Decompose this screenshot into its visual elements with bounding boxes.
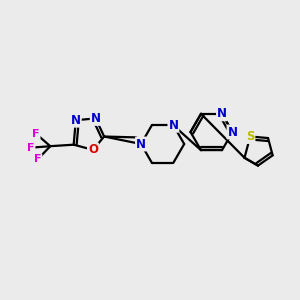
Text: N: N (136, 137, 146, 151)
Text: N: N (71, 114, 81, 127)
Text: F: F (27, 143, 34, 153)
Text: N: N (168, 119, 178, 132)
Text: N: N (227, 125, 238, 139)
Text: S: S (246, 130, 254, 143)
Text: F: F (32, 129, 40, 139)
Text: O: O (88, 143, 98, 156)
Text: F: F (34, 154, 41, 164)
Text: N: N (91, 112, 101, 125)
Text: N: N (217, 107, 227, 120)
